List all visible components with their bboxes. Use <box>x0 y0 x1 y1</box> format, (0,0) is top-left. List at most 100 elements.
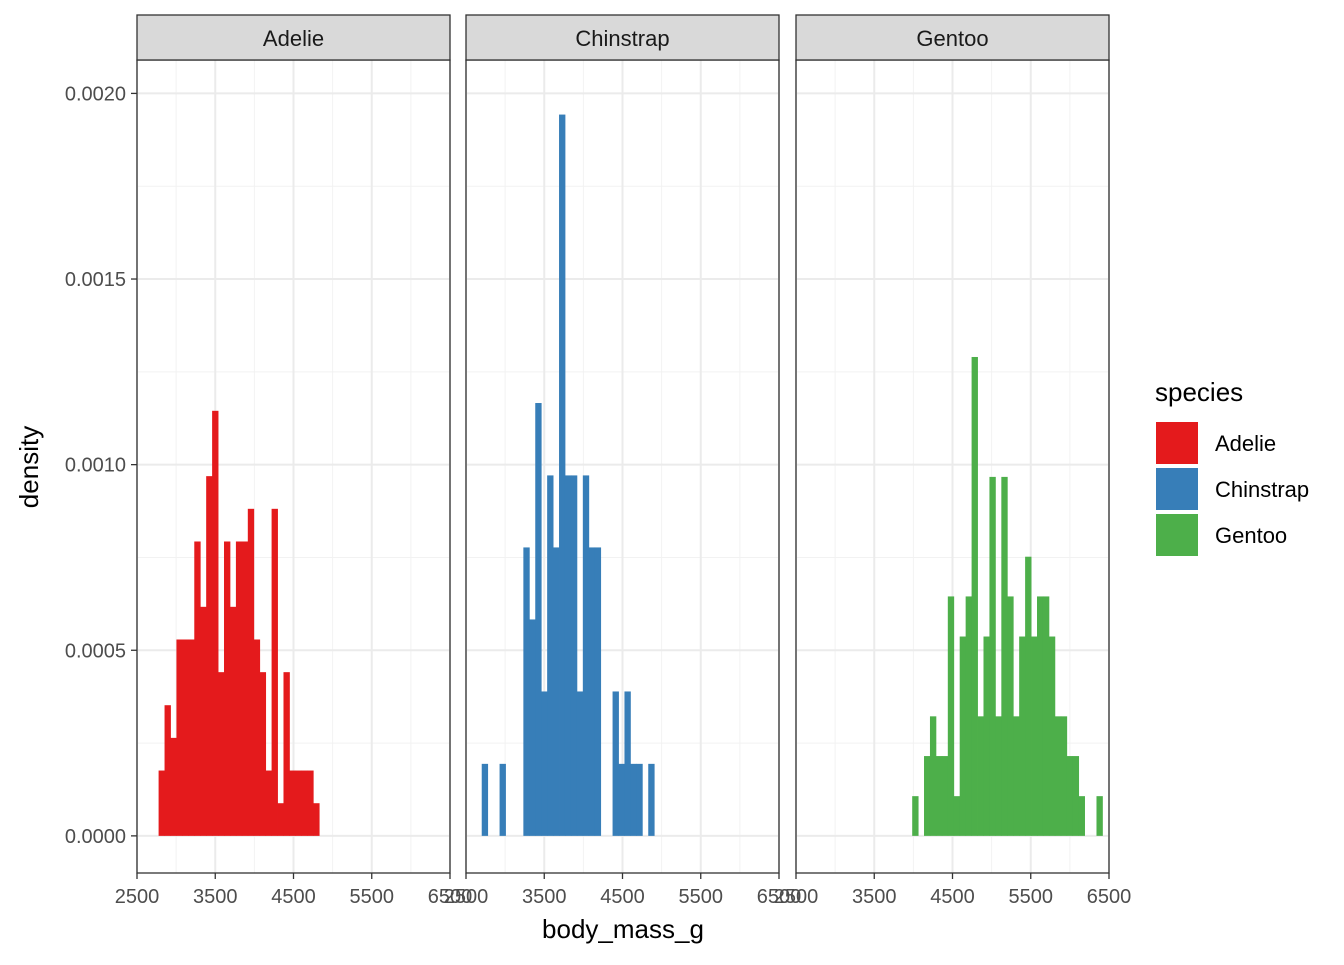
histogram-bar <box>541 691 548 836</box>
histogram-bar <box>924 756 931 836</box>
histogram-bar <box>535 403 542 836</box>
histogram-bar <box>1031 636 1038 836</box>
legend-swatch-gentoo <box>1156 514 1198 556</box>
x-tick-label: 3500 <box>193 886 238 908</box>
histogram-bar <box>301 770 308 836</box>
histogram-bar <box>594 547 602 836</box>
facet-strip <box>465 14 780 61</box>
y-tick-label: 0.0015 <box>65 269 126 291</box>
y-axis-title: density <box>14 426 44 508</box>
y-tick-label: 0.0020 <box>65 83 126 105</box>
histogram-bar <box>271 508 278 836</box>
y-tick-label: 0.0010 <box>65 455 126 477</box>
histogram-bar <box>953 796 961 836</box>
x-tick-label: 4500 <box>930 886 975 908</box>
histogram-bar <box>1048 636 1056 836</box>
histogram-bar <box>200 606 207 836</box>
histogram-bar <box>289 770 296 836</box>
histogram-bar <box>935 756 943 836</box>
histogram-bar <box>995 716 1002 836</box>
histogram-bar <box>229 606 237 836</box>
histogram-bar <box>977 716 984 836</box>
legend-title: species <box>1155 377 1243 407</box>
histogram-bar <box>1037 596 1044 836</box>
histogram-bar <box>194 541 201 836</box>
histogram-bar <box>929 716 937 836</box>
x-tick-label: 4500 <box>600 886 645 908</box>
histogram-bar <box>1007 596 1014 836</box>
x-tick-label: 4500 <box>271 886 316 908</box>
histogram-bar <box>624 691 631 836</box>
histogram-bar <box>212 410 219 836</box>
histogram-bar <box>1054 716 1062 836</box>
histogram-bar <box>247 508 255 836</box>
histogram-bar <box>630 763 637 836</box>
x-tick-label: 3500 <box>522 886 567 908</box>
histogram-bar <box>959 636 967 836</box>
histogram-bar <box>1025 556 1032 836</box>
facet-strip <box>136 14 451 61</box>
histogram-bar <box>1066 756 1074 836</box>
histogram-bar <box>971 356 978 836</box>
x-axis-title: body_mass_g <box>542 914 704 944</box>
histogram-bar <box>277 803 284 836</box>
histogram-bar <box>588 547 596 836</box>
x-tick-label: 5500 <box>1009 886 1054 908</box>
histogram-bar <box>241 541 249 836</box>
histogram-bar <box>1013 716 1020 836</box>
histogram-bar <box>295 770 302 836</box>
facet-panel-gentoo: Gentoo 2500 3500 4500 5500 6500 <box>774 14 1131 908</box>
histogram-bar <box>253 639 261 836</box>
y-tick-label: 0.0000 <box>65 826 126 848</box>
histogram-bar <box>941 756 949 836</box>
legend-swatch-adelie <box>1156 422 1198 464</box>
legend-swatch-chinstrap <box>1156 468 1198 510</box>
histogram-bar <box>481 763 489 836</box>
histogram-bar <box>206 476 213 836</box>
histogram-bar <box>182 639 189 836</box>
histogram-bar <box>235 541 243 836</box>
x-tick-label: 2500 <box>444 886 489 908</box>
histogram-bar <box>164 705 171 836</box>
histogram-bar <box>529 619 536 836</box>
histogram-bar <box>965 596 972 836</box>
legend: species Adelie Chinstrap Gentoo <box>1155 377 1309 556</box>
histogram-bar <box>307 770 314 836</box>
facet-panel-adelie: Adelie 2500 3500 4500 5500 6500 <box>115 14 473 908</box>
histogram-bar <box>499 763 506 836</box>
facet-strip-label: Chinstrap <box>575 26 669 51</box>
legend-label-gentoo: Gentoo <box>1215 523 1287 548</box>
histogram-bar <box>1001 476 1008 836</box>
histogram-bar <box>912 796 919 836</box>
histogram-bar <box>1078 796 1085 836</box>
x-tick-label: 2500 <box>115 886 160 908</box>
histogram-bar <box>989 476 996 836</box>
histogram-bar <box>1019 636 1026 836</box>
histogram-bar <box>947 596 955 836</box>
histogram-bar <box>313 803 320 836</box>
histogram-bar <box>1096 796 1103 836</box>
histogram-bar <box>547 475 554 836</box>
histogram-bar <box>564 475 572 836</box>
histogram-bar <box>265 770 272 836</box>
legend-label-adelie: Adelie <box>1215 431 1276 456</box>
facet-panel-chinstrap: Chinstrap 2500 3500 4500 5500 6500 <box>444 14 801 908</box>
histogram-bar <box>170 737 177 836</box>
histogram-bar <box>570 475 578 836</box>
histogram-bar <box>1060 716 1068 836</box>
x-tick-label: 5500 <box>679 886 724 908</box>
x-tick-label: 2500 <box>774 886 819 908</box>
panels-layer: Adelie 2500 3500 4500 5500 6500 Chinstrap 2500 3… <box>115 14 1131 908</box>
histogram-bar <box>188 639 195 836</box>
histogram-bar <box>582 475 590 836</box>
facet-strip <box>795 14 1110 61</box>
histogram-bar <box>648 763 655 836</box>
histogram-bar <box>1042 596 1050 836</box>
histogram-bar <box>612 691 619 836</box>
legend-label-chinstrap: Chinstrap <box>1215 477 1309 502</box>
facet-strip-label: Gentoo <box>916 26 988 51</box>
x-tick-label: 6500 <box>428 886 473 908</box>
y-axis: 0.0000 0.0005 0.0010 0.0015 0.0020 <box>65 83 137 848</box>
